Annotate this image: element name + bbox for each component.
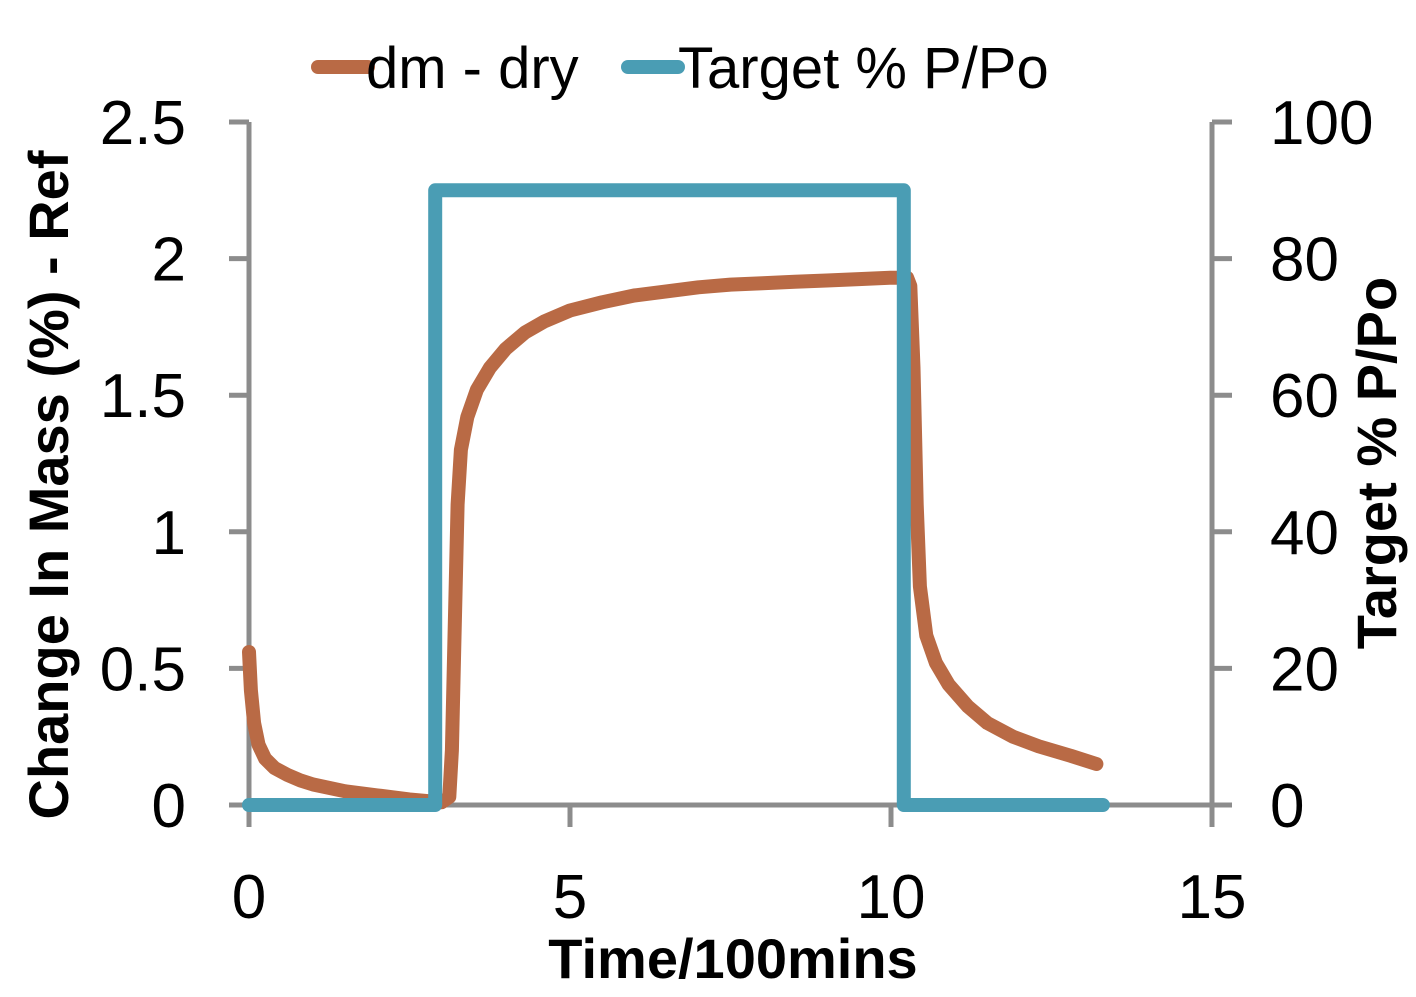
x-axis-title: Time/100mins bbox=[548, 927, 917, 990]
y-tick-label-left-1: 0.5 bbox=[100, 635, 186, 704]
y-tick-label-right-5: 100 bbox=[1270, 89, 1373, 158]
y-tick-label-right-1: 20 bbox=[1270, 635, 1339, 704]
y-tick-label-right-0: 0 bbox=[1270, 772, 1304, 841]
y-tick-label-left-2: 1 bbox=[152, 499, 186, 568]
y-tick-label-right-4: 80 bbox=[1270, 226, 1339, 295]
x-tick-label-3: 15 bbox=[1178, 863, 1247, 932]
y-axis-title-right: Target % P/Po bbox=[1345, 277, 1408, 649]
x-tick-label-2: 10 bbox=[857, 863, 926, 932]
ticks: 0 0.5 1 1.5 2 2.5 0 20 40 60 80 100 0 5 10 15 bbox=[100, 89, 1374, 932]
y-tick-label-left-4: 2 bbox=[152, 226, 186, 295]
series bbox=[242, 183, 1110, 812]
y-tick-label-right-2: 40 bbox=[1270, 499, 1339, 568]
series-line-dm-dry bbox=[242, 270, 1104, 810]
series-line-target-p-po bbox=[242, 183, 1110, 812]
legend: dm - dry Target % P/Po bbox=[311, 36, 1049, 101]
x-tick-label-0: 0 bbox=[232, 863, 266, 932]
y-tick-label-right-3: 60 bbox=[1270, 362, 1339, 431]
axes bbox=[246, 122, 1215, 808]
x-tick-label-1: 5 bbox=[553, 863, 587, 932]
y-tick-label-left-5: 2.5 bbox=[100, 89, 186, 158]
y-axis-title-left: Change In Mass (%) - Ref bbox=[17, 150, 80, 819]
legend-label-target: Target % P/Po bbox=[678, 36, 1049, 101]
y-tick-label-left-3: 1.5 bbox=[100, 362, 186, 431]
y-tick-label-left-0: 0 bbox=[152, 772, 186, 841]
legend-label-dm-dry: dm - dry bbox=[366, 36, 579, 101]
